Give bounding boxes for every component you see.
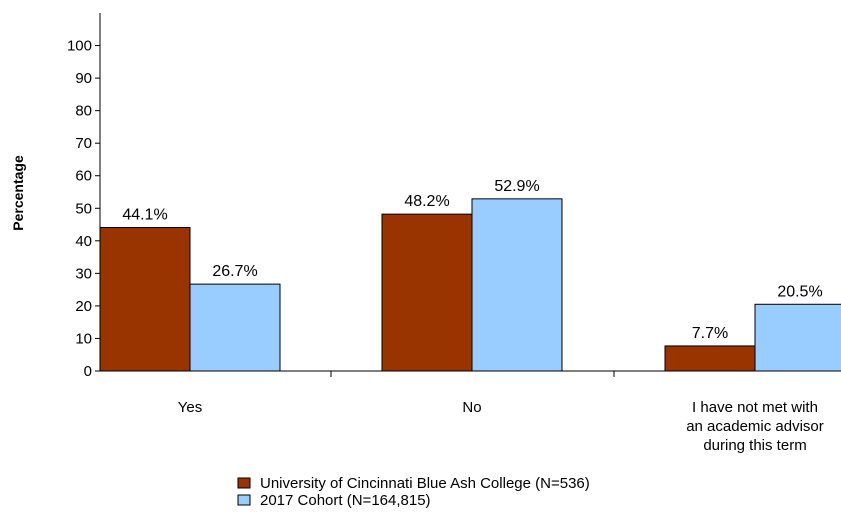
y-tick-label: 0 (84, 363, 92, 380)
y-tick-label: 50 (75, 200, 92, 217)
legend: University of Cincinnati Blue Ash Colleg… (237, 475, 590, 509)
y-tick-label: 70 (75, 135, 92, 152)
data-label: 20.5% (777, 283, 822, 300)
data-label: 26.7% (212, 263, 257, 280)
data-label: 7.7% (692, 325, 728, 342)
bar (381, 213, 473, 372)
legend-label: University of Cincinnati Blue Ash Colleg… (260, 475, 590, 492)
x-category-label: Yes (178, 399, 202, 416)
data-label: 52.9% (494, 178, 539, 195)
bar (189, 283, 281, 372)
data-label: 44.1% (122, 206, 167, 223)
y-tick-label: 60 (75, 168, 92, 185)
legend-label: 2017 Cohort (N=164,815) (260, 492, 431, 509)
y-tick-label: 100 (67, 38, 92, 55)
x-category-label: I have not met with an academic advisor du… (686, 399, 824, 454)
data-labels: 44.1% 26.7% 48.2% 52.9% 7.7% 20.5% (122, 178, 822, 342)
bar (754, 303, 841, 372)
x-category-label-line: during this term (703, 437, 806, 454)
y-axis-label: Percentage (10, 155, 26, 231)
y-tick-label: 20 (75, 298, 92, 315)
bars (99, 198, 841, 372)
legend-swatch (237, 477, 251, 489)
category-labels: Yes No I have not met with an academic advi… (178, 399, 824, 454)
y-tick-label: 40 (75, 233, 92, 250)
y-tick-label: 10 (75, 330, 92, 347)
bar (664, 345, 756, 372)
x-category-label-line: I have not met with (692, 399, 818, 416)
x-category-label: No (462, 399, 481, 416)
y-tick-label: 80 (75, 103, 92, 120)
legend-swatch (237, 494, 251, 506)
y-tick-label: 30 (75, 265, 92, 282)
bar (99, 226, 191, 372)
x-category-label-line: Yes (178, 399, 202, 416)
axes: 0 10 20 30 40 50 60 70 80 90 100 (67, 13, 841, 380)
bar (471, 198, 563, 372)
x-category-label-line: No (462, 399, 481, 416)
x-category-label-line: an academic advisor (686, 418, 824, 435)
data-label: 48.2% (404, 193, 449, 210)
y-tick-label: 90 (75, 70, 92, 87)
